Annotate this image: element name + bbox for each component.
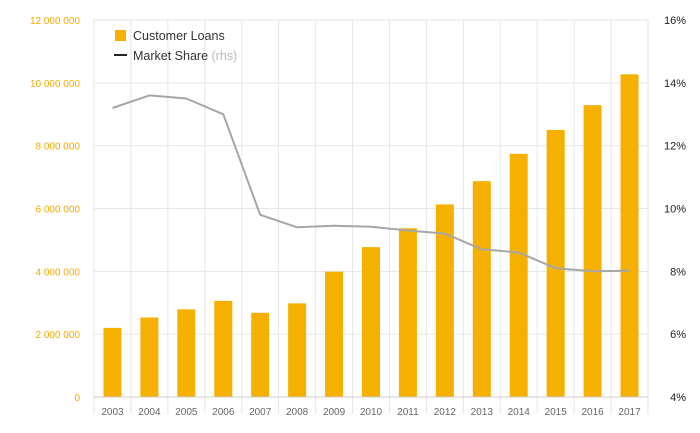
y-right-tick-label: 8% [670, 266, 686, 278]
x-tick-label: 2012 [434, 407, 457, 418]
y-left-tick-label: 2 000 000 [36, 330, 81, 341]
market-share-line [112, 94, 630, 273]
y-left-tick-label: 6 000 000 [36, 205, 81, 216]
bar-customer-loans [251, 312, 270, 397]
x-tick-label: 2005 [175, 407, 198, 418]
y-right-tick-label: 14% [664, 78, 686, 90]
bar-customer-loans [472, 181, 491, 397]
legend-label-market-share-suffix: (rhs) [212, 49, 238, 63]
y-right-tick-label: 10% [664, 204, 686, 216]
bar-customer-loans [103, 327, 122, 397]
x-tick-label: 2009 [323, 407, 346, 418]
x-tick-label: 2016 [581, 407, 604, 418]
axes: 0 2 000 000 4 000 000 6 000 000 8 000 000 10 … [30, 15, 686, 418]
bar-customer-loans [435, 204, 454, 397]
y-left-tick-label: 10 000 000 [30, 79, 80, 90]
bar-customer-loans [325, 271, 344, 397]
y-right-tick-label: 16% [664, 15, 686, 27]
x-tick-label: 2008 [286, 407, 309, 418]
grid [93, 19, 649, 414]
y-left-tick-label: 8 000 000 [36, 142, 81, 153]
x-tick-label: 2007 [249, 407, 272, 418]
y-right-tick-label: 12% [664, 141, 686, 153]
bar-customer-loans [140, 317, 159, 397]
bar-customer-loans [288, 303, 307, 397]
y-left-tick-label: 12 000 000 [30, 16, 80, 27]
bar-customer-loans [177, 309, 196, 397]
x-tick-label: 2004 [138, 407, 161, 418]
x-tick-label: 2010 [360, 407, 383, 418]
legend-swatch-customer-loans [115, 30, 126, 41]
bar-customer-loans [583, 105, 602, 398]
bar-customer-loans [214, 300, 233, 397]
legend-label-customer-loans: Customer Loans [133, 29, 225, 43]
bar-customer-loans [620, 74, 639, 397]
y-right-tick-label: 6% [670, 329, 686, 341]
customer-loans-bars [103, 74, 639, 398]
y-left-tick-label: 4 000 000 [36, 267, 81, 278]
market-share-line-group [112, 94, 630, 273]
legend-label-market-share-name: Market Share [133, 49, 208, 63]
legend-label-market-share: Market Share (rhs) [133, 49, 237, 63]
bar-customer-loans [546, 129, 565, 398]
x-tick-label: 2003 [101, 407, 124, 418]
bar-customer-loans [362, 247, 380, 397]
bar-customer-loans [509, 153, 528, 397]
x-tick-label: 2015 [545, 407, 568, 418]
y-right-tick-label: 4% [670, 392, 686, 404]
x-tick-label: 2006 [212, 407, 235, 418]
x-tick-label: 2017 [618, 407, 641, 418]
bar-customer-loans [398, 228, 417, 397]
x-tick-label: 2013 [471, 407, 494, 418]
legend: Customer Loans Market Share (rhs) [114, 29, 237, 63]
y-left-tick-label: 0 [74, 393, 80, 404]
x-tick-label: 2014 [508, 407, 531, 418]
x-tick-label: 2011 [397, 407, 419, 418]
